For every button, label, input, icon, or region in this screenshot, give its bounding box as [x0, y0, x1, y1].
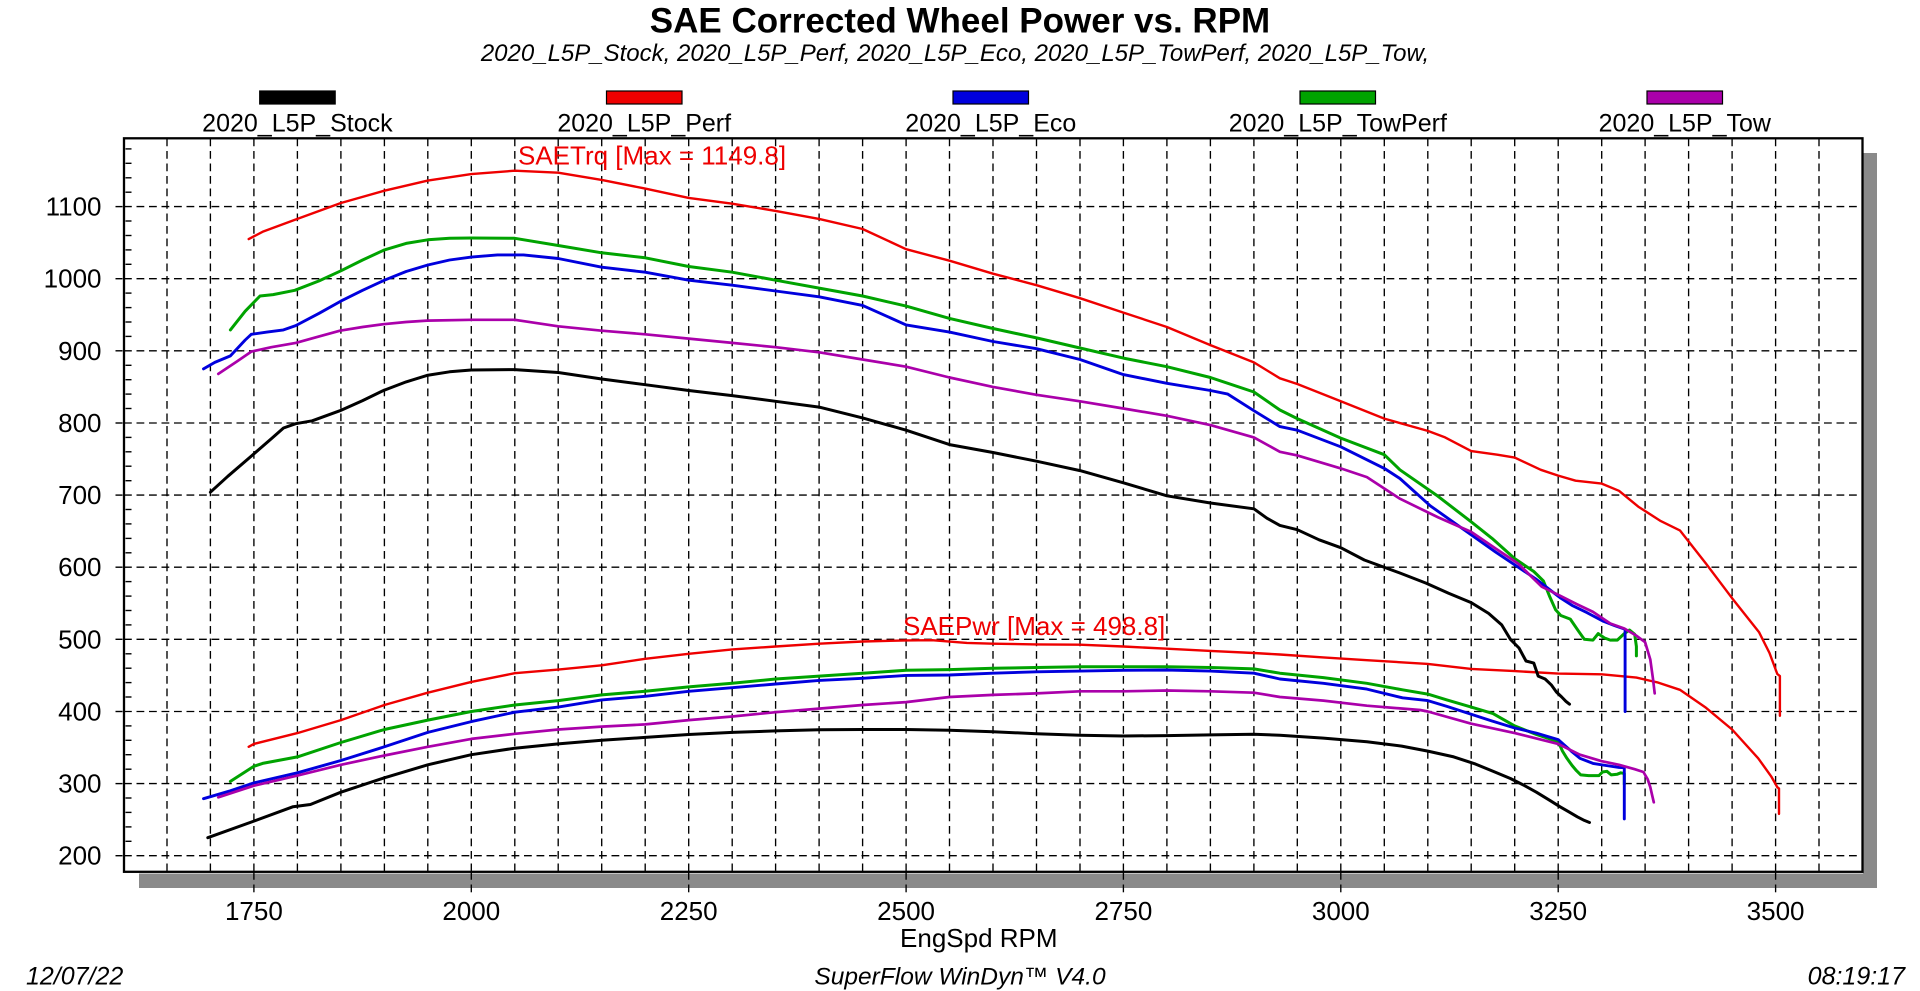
svg-text:2020_L5P_Stock, 2020_L5P_Perf,: 2020_L5P_Stock, 2020_L5P_Perf, 2020_L5P_… [480, 40, 1429, 67]
svg-text:2250: 2250 [660, 896, 718, 926]
svg-text:500: 500 [58, 624, 101, 654]
svg-text:SAETrq [Max = 1149.8]: SAETrq [Max = 1149.8] [518, 141, 786, 171]
svg-text:700: 700 [58, 480, 101, 510]
svg-text:1750: 1750 [225, 896, 283, 926]
svg-text:300: 300 [58, 769, 101, 799]
svg-text:2750: 2750 [1094, 896, 1152, 926]
svg-text:2000: 2000 [442, 896, 500, 926]
svg-text:900: 900 [58, 336, 101, 366]
svg-text:3500: 3500 [1747, 896, 1805, 926]
svg-text:200: 200 [58, 841, 101, 871]
svg-text:2020_L5P_Tow: 2020_L5P_Tow [1599, 110, 1772, 138]
svg-text:1000: 1000 [44, 264, 102, 294]
svg-text:600: 600 [58, 552, 101, 582]
svg-text:12/07/22: 12/07/22 [26, 963, 123, 991]
svg-text:EngSpd RPM: EngSpd RPM [900, 923, 1058, 953]
svg-text:SAEPwr [Max = 498.8]: SAEPwr [Max = 498.8] [903, 611, 1165, 641]
svg-text:2020_L5P_Eco: 2020_L5P_Eco [905, 110, 1076, 138]
svg-text:2020_L5P_Stock: 2020_L5P_Stock [202, 110, 393, 138]
svg-text:400: 400 [58, 697, 101, 727]
svg-text:800: 800 [58, 408, 101, 438]
svg-text:SAE Corrected Wheel Power vs.: SAE Corrected Wheel Power vs. RPM [650, 2, 1270, 41]
svg-text:2020_L5P_TowPerf: 2020_L5P_TowPerf [1229, 110, 1447, 138]
svg-text:2500: 2500 [877, 896, 935, 926]
svg-text:1100: 1100 [46, 192, 102, 222]
svg-text:2020_L5P_Perf: 2020_L5P_Perf [557, 110, 731, 138]
svg-text:3250: 3250 [1529, 896, 1587, 926]
svg-text:3000: 3000 [1312, 896, 1370, 926]
svg-text:SuperFlow WinDyn™ V4.0: SuperFlow WinDyn™ V4.0 [814, 964, 1106, 991]
svg-text:08:19:17: 08:19:17 [1808, 963, 1906, 991]
